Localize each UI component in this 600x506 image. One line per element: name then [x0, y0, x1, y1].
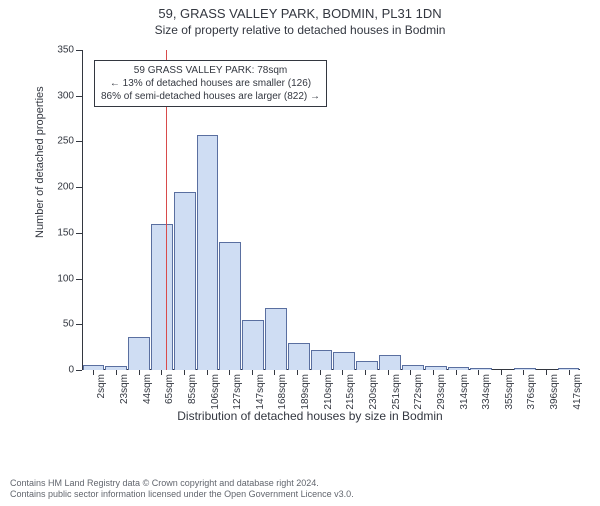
x-tick-label: 293sqm [436, 374, 447, 410]
x-tick [501, 370, 502, 375]
histogram-bar [197, 135, 219, 370]
info-line-3: 86% of semi-detached houses are larger (… [101, 90, 320, 103]
footer-line-2: Contains public sector information licen… [10, 489, 354, 500]
histogram-bar [219, 242, 241, 370]
x-tick [546, 370, 547, 375]
x-tick-label: 147sqm [255, 374, 266, 410]
histogram-bar [174, 192, 196, 370]
x-tick [342, 370, 343, 375]
x-tick-label: 314sqm [459, 374, 470, 410]
x-tick [207, 370, 208, 375]
x-tick-label: 85sqm [187, 374, 198, 404]
histogram-bar [514, 368, 536, 370]
y-tick-label: 250 [57, 136, 74, 147]
histogram-bar [288, 343, 310, 370]
x-tick [116, 370, 117, 375]
y-tick [76, 187, 82, 188]
x-tick-label: 168sqm [277, 374, 288, 410]
x-tick [478, 370, 479, 375]
footer-line-1: Contains HM Land Registry data © Crown c… [10, 478, 354, 489]
y-tick-label: 150 [57, 227, 74, 238]
histogram-bar [128, 337, 150, 370]
x-tick-label: 127sqm [232, 374, 243, 410]
y-tick-label: 350 [57, 45, 74, 56]
chart-container: Number of detached properties 59 GRASS V… [40, 50, 580, 425]
y-tick-label: 300 [57, 90, 74, 101]
x-tick [297, 370, 298, 375]
y-tick [76, 370, 82, 371]
x-tick-label: 106sqm [210, 374, 221, 410]
x-tick [365, 370, 366, 375]
x-tick-label: 2sqm [96, 374, 107, 398]
histogram-bar [311, 350, 333, 370]
info-line-2: ← 13% of detached houses are smaller (12… [101, 77, 320, 90]
histogram-bar [425, 366, 447, 370]
x-tick [274, 370, 275, 375]
x-tick [569, 370, 570, 375]
x-tick [229, 370, 230, 375]
histogram-bar [379, 355, 401, 370]
histogram-bar [470, 368, 492, 370]
x-tick-label: 272sqm [413, 374, 424, 410]
x-tick-label: 23sqm [119, 374, 130, 404]
histogram-bar [151, 224, 173, 370]
y-tick [76, 96, 82, 97]
y-tick [76, 233, 82, 234]
x-tick [252, 370, 253, 375]
y-tick [76, 50, 82, 51]
histogram-bar [265, 308, 287, 370]
y-tick [76, 141, 82, 142]
x-tick-label: 65sqm [164, 374, 175, 404]
x-tick [320, 370, 321, 375]
x-tick-label: 189sqm [300, 374, 311, 410]
histogram-bar [356, 361, 378, 370]
x-tick [456, 370, 457, 375]
x-tick-label: 376sqm [526, 374, 537, 410]
y-tick-label: 100 [57, 273, 74, 284]
x-tick-label: 251sqm [391, 374, 402, 410]
chart-title: 59, GRASS VALLEY PARK, BODMIN, PL31 1DN [0, 6, 600, 21]
y-tick [76, 279, 82, 280]
x-tick-label: 334sqm [481, 374, 492, 410]
histogram-bar [333, 352, 355, 370]
x-tick-label: 210sqm [323, 374, 334, 410]
x-tick [93, 370, 94, 375]
x-tick [139, 370, 140, 375]
x-tick-label: 396sqm [549, 374, 560, 410]
info-line-1: 59 GRASS VALLEY PARK: 78sqm [101, 64, 320, 77]
x-tick [433, 370, 434, 375]
x-tick [410, 370, 411, 375]
y-tick [76, 324, 82, 325]
x-tick-label: 230sqm [368, 374, 379, 410]
y-tick-label: 0 [68, 365, 74, 376]
x-tick [161, 370, 162, 375]
y-tick-label: 200 [57, 182, 74, 193]
x-tick-label: 44sqm [142, 374, 153, 404]
plot-area: 59 GRASS VALLEY PARK: 78sqm ← 13% of det… [82, 50, 580, 370]
footer-attribution: Contains HM Land Registry data © Crown c… [10, 478, 354, 501]
x-tick [523, 370, 524, 375]
x-tick-label: 417sqm [572, 374, 583, 410]
x-tick-label: 355sqm [504, 374, 515, 410]
histogram-bar [242, 320, 264, 370]
x-axis-label: Distribution of detached houses by size … [40, 409, 580, 423]
x-tick [388, 370, 389, 375]
x-tick [184, 370, 185, 375]
histogram-bar [448, 367, 470, 370]
x-tick-label: 215sqm [345, 374, 356, 410]
histogram-bar [402, 365, 424, 370]
chart-subtitle: Size of property relative to detached ho… [0, 23, 600, 37]
y-tick-label: 50 [63, 319, 74, 330]
info-box: 59 GRASS VALLEY PARK: 78sqm ← 13% of det… [94, 60, 327, 107]
